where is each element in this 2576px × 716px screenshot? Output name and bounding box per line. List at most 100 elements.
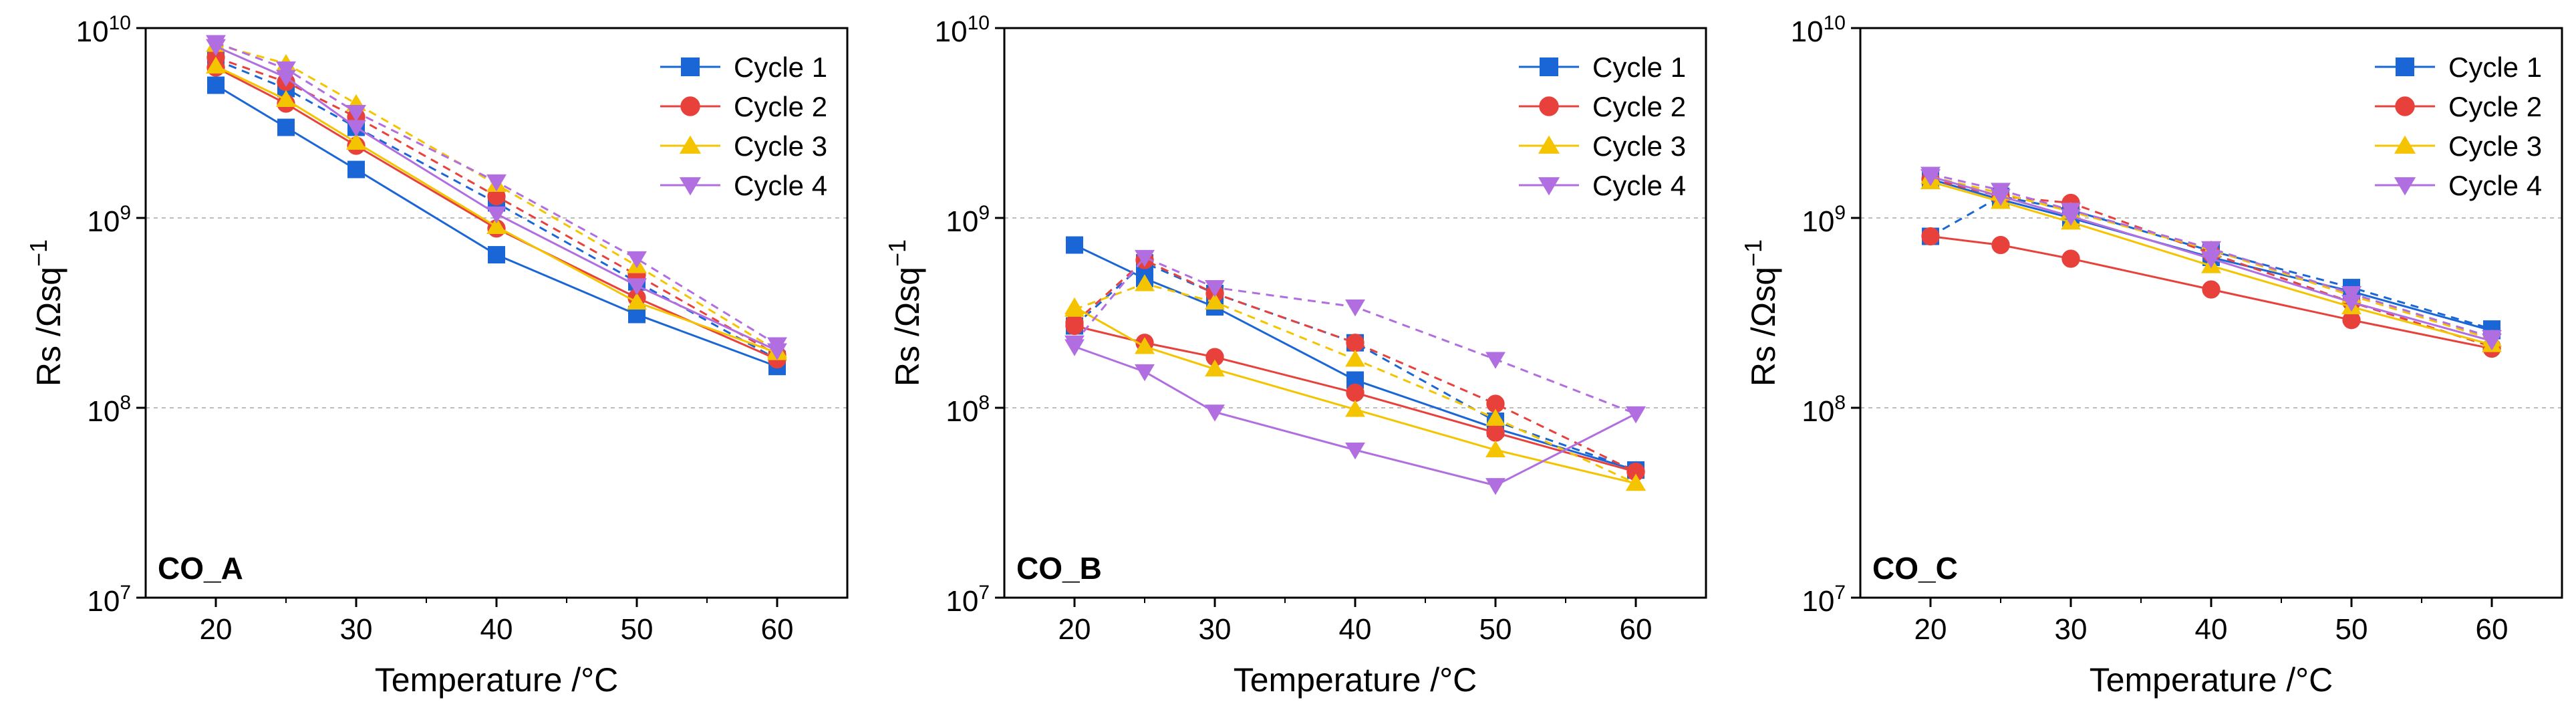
- data-point: [1135, 364, 1155, 382]
- data-point: [1135, 249, 1155, 267]
- data-point: [2202, 280, 2221, 299]
- data-point: [486, 174, 507, 192]
- series-cycle-4-dashed: [1064, 249, 1646, 424]
- y-tick-exponent: 8: [120, 392, 131, 414]
- data-point: [1485, 408, 1506, 426]
- legend-label: Cycle 2: [734, 91, 827, 122]
- series-line: [215, 66, 778, 360]
- y-axis-title-main: Rs /Ωsq: [30, 267, 67, 386]
- data-point: [627, 251, 647, 269]
- x-tick-label: 40: [1339, 613, 1372, 646]
- y-tick-label: 1010: [935, 12, 990, 48]
- series-line: [1930, 235, 2492, 350]
- data-point: [1920, 166, 1941, 184]
- y-axis-title-superscript: −1: [25, 239, 52, 267]
- x-tick-label: 20: [1058, 613, 1091, 646]
- y-tick-exponent: 10: [968, 12, 990, 34]
- y-axis-title-main: Rs /Ωsq: [1745, 267, 1782, 386]
- y-tick-label: 109: [946, 202, 990, 238]
- y-tick-label: 107: [1802, 582, 1846, 618]
- x-tick-label: 40: [480, 613, 513, 646]
- data-point: [1064, 335, 1085, 353]
- y-tick-base: 10: [87, 395, 120, 428]
- data-point: [276, 61, 296, 79]
- series-line: [1074, 306, 1636, 485]
- data-point: [627, 292, 647, 310]
- legend-item-cycle-2: Cycle 2: [2375, 91, 2542, 122]
- data-point: [1345, 350, 1365, 367]
- data-point: [1626, 406, 1646, 424]
- legend-marker: [2396, 57, 2414, 76]
- data-point: [1345, 300, 1365, 317]
- x-tick-label: 40: [2195, 613, 2228, 646]
- y-tick-label: 109: [87, 202, 131, 238]
- y-tick-exponent: 9: [978, 202, 990, 224]
- legend-label: Cycle 4: [1592, 170, 1686, 201]
- legend-marker: [2394, 177, 2416, 196]
- panel-label: CO_A: [158, 551, 243, 586]
- legend-item-cycle-1: Cycle 1: [2375, 51, 2542, 83]
- panel-label: CO_C: [1872, 551, 1958, 586]
- legend-item-cycle-3: Cycle 3: [2375, 130, 2542, 162]
- y-axis-title: Rs /Ωsq−1: [883, 239, 926, 386]
- data-point: [1486, 423, 1505, 442]
- y-tick-exponent: 10: [109, 12, 131, 34]
- y-tick-label: 107: [87, 582, 131, 618]
- data-point: [276, 90, 296, 108]
- data-point: [486, 217, 507, 235]
- y-tick-label: 1010: [76, 12, 131, 48]
- y-tick-exponent: 8: [978, 392, 990, 414]
- y-tick-base: 10: [946, 585, 978, 618]
- x-tick-label: 60: [761, 613, 794, 646]
- legend-marker: [1538, 177, 1560, 196]
- y-tick-label: 107: [946, 582, 990, 618]
- series-line: [1930, 181, 2492, 346]
- data-point: [2341, 294, 2362, 312]
- series-line: [1073, 256, 1636, 415]
- y-tick-base: 10: [1802, 205, 1834, 238]
- y-axis-title-superscript: −1: [1739, 239, 1767, 267]
- data-point: [2201, 241, 2221, 259]
- y-tick-exponent: 7: [1834, 582, 1846, 604]
- y-tick-label: 108: [87, 392, 131, 428]
- legend-item-cycle-4: Cycle 4: [660, 170, 827, 201]
- legend-item-cycle-1: Cycle 1: [1519, 51, 1686, 83]
- x-tick-label: 60: [1620, 613, 1653, 646]
- data-point: [1346, 334, 1365, 352]
- legend-item-cycle-1: Cycle 1: [660, 51, 827, 83]
- legend-item-cycle-2: Cycle 2: [1519, 91, 1686, 122]
- data-point: [767, 337, 787, 354]
- data-point: [1064, 300, 1085, 317]
- data-point: [2201, 251, 2221, 269]
- data-point: [206, 35, 226, 52]
- data-point: [1205, 359, 1225, 377]
- legend-marker: [2394, 135, 2416, 154]
- legend-marker: [679, 135, 702, 154]
- data-point: [1205, 280, 1225, 297]
- x-tick-label: 50: [2335, 613, 2368, 646]
- data-point: [1066, 236, 1083, 254]
- series-line: [215, 45, 778, 352]
- y-axis-title-main: Rs /Ωsq: [889, 267, 926, 386]
- x-axis-title: Temperature /°C: [375, 661, 619, 699]
- y-tick-base: 10: [87, 205, 120, 238]
- y-tick-base: 10: [1791, 15, 1824, 48]
- legend-marker: [2395, 96, 2415, 116]
- y-tick-exponent: 9: [1834, 202, 1846, 224]
- data-point: [346, 132, 366, 150]
- legend-marker: [1538, 135, 1560, 154]
- data-point: [2061, 249, 2080, 268]
- data-point: [488, 246, 505, 264]
- x-tick-label: 30: [340, 613, 373, 646]
- data-point: [1065, 314, 1084, 332]
- data-point: [1135, 274, 1155, 291]
- x-tick-label: 30: [1199, 613, 1232, 646]
- data-point: [346, 120, 366, 137]
- series-line: [215, 41, 778, 346]
- legend-label: Cycle 1: [1592, 51, 1686, 83]
- data-point: [347, 160, 365, 178]
- x-tick-label: 50: [621, 613, 654, 646]
- legend-label: Cycle 3: [1592, 130, 1686, 162]
- series-line: [215, 84, 778, 368]
- y-axis-title: Rs /Ωsq−1: [25, 239, 67, 386]
